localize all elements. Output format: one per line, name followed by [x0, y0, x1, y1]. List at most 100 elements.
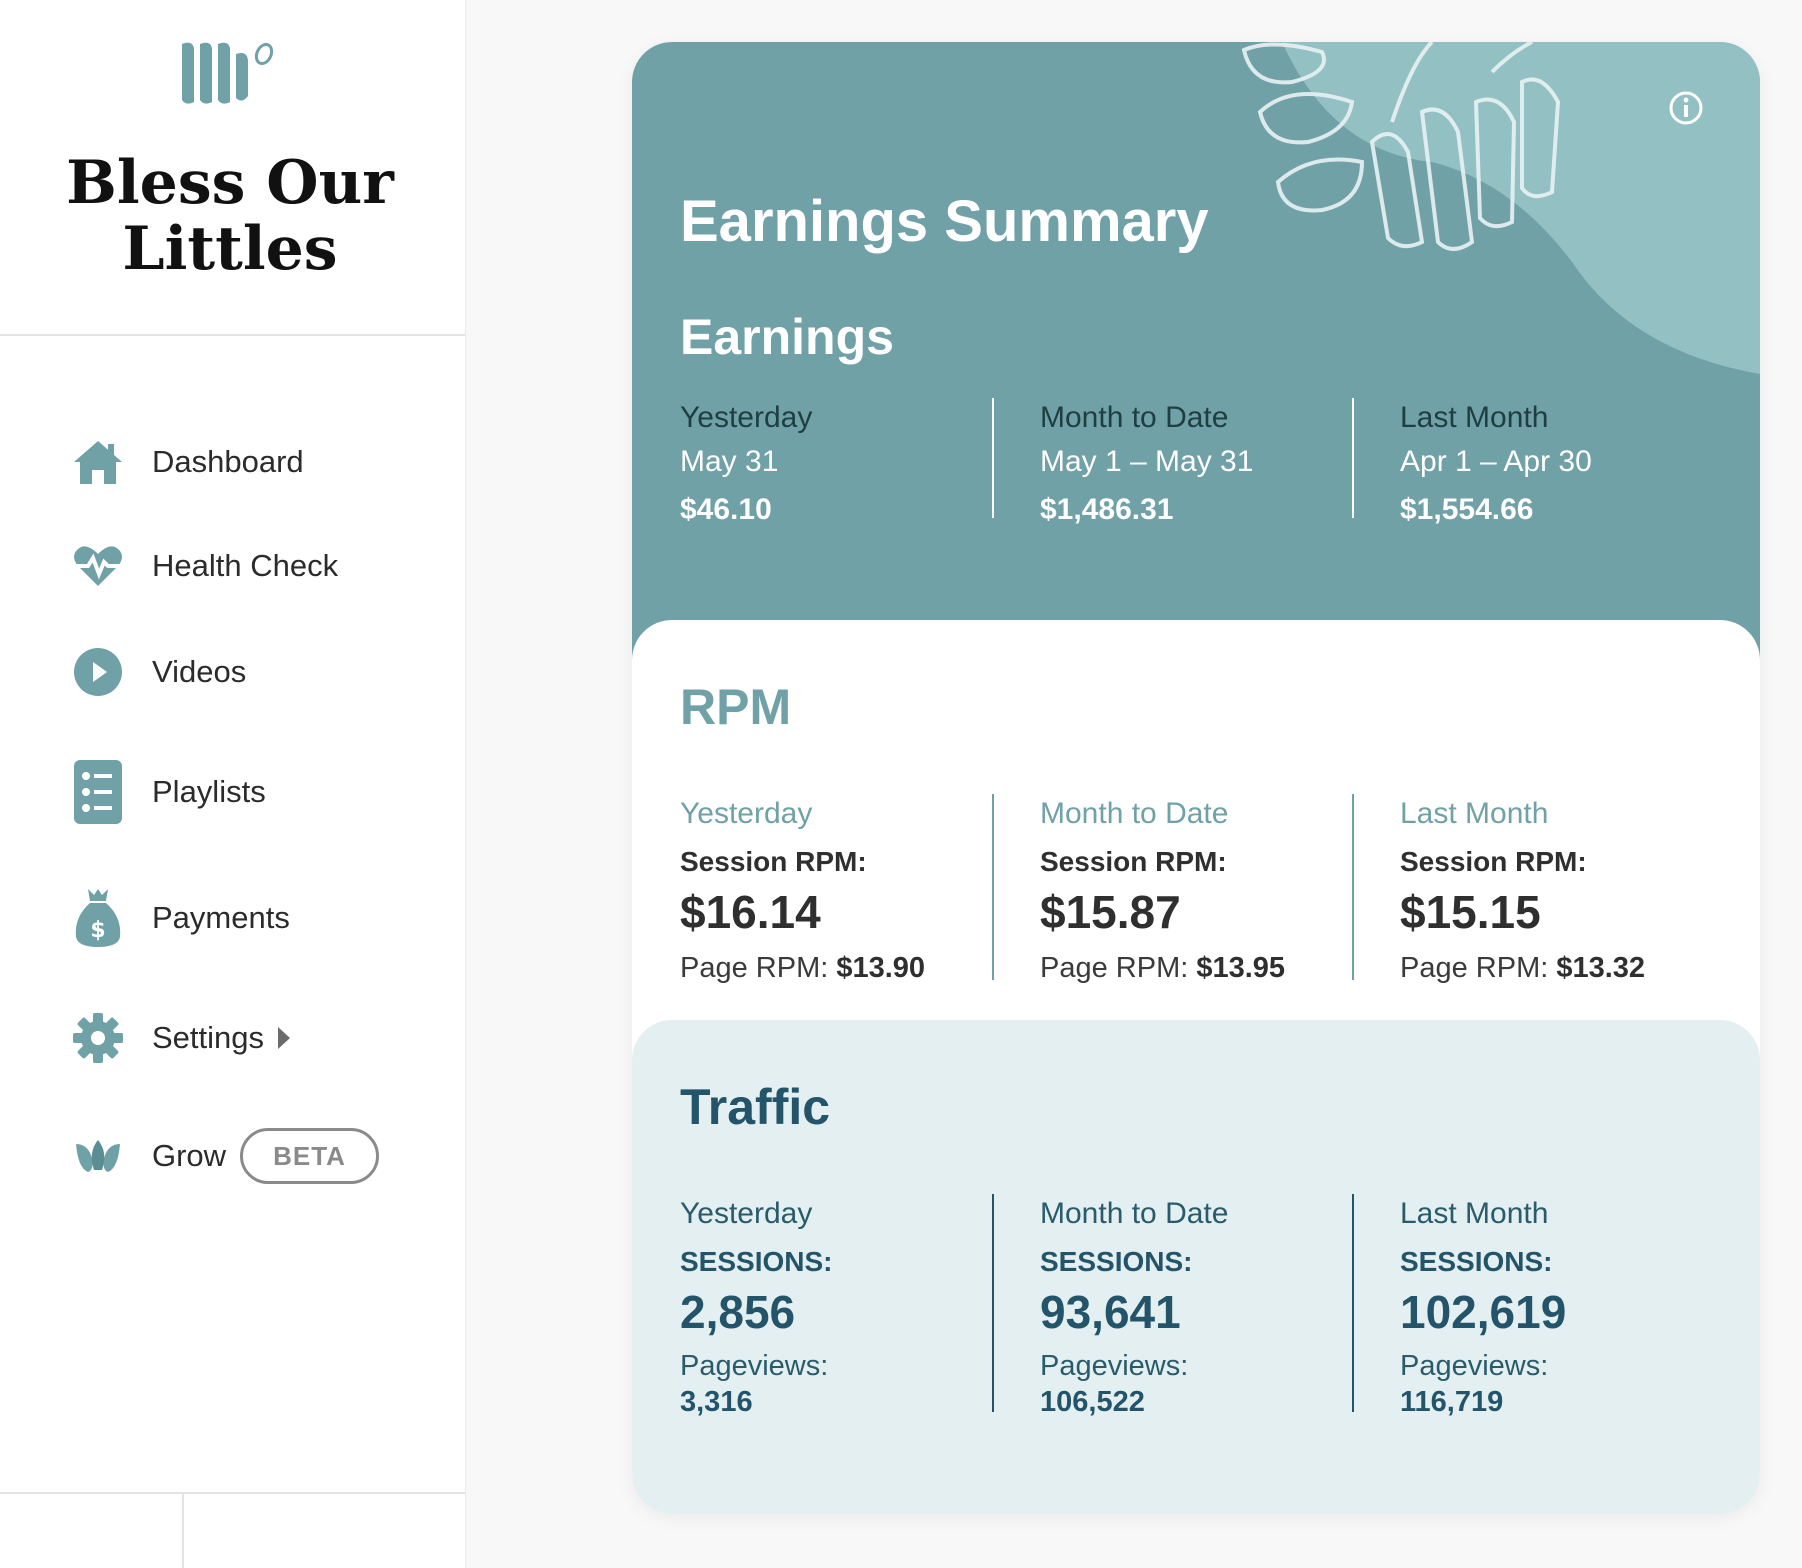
pageviews-label: Pageviews:: [680, 1350, 829, 1382]
earnings-summary-card: Earnings Summary Earnings Yesterday May …: [632, 42, 1760, 1514]
date-range: May 31: [680, 445, 779, 478]
traffic-col-last-month: Last Month SESSIONS: 102,619 Pageviews: …: [1400, 1194, 1710, 1420]
rpm-col-month-to-date: Month to Date Session RPM: $15.87 Page R…: [1040, 794, 1350, 988]
decorative-leaf-icon: [1241, 42, 1760, 374]
column-divider: [992, 794, 994, 980]
beta-badge: BETA: [240, 1128, 379, 1184]
sidebar-item-label: Dashboard: [152, 444, 304, 479]
earnings-value: $1,554.66: [1400, 493, 1534, 526]
date-range: May 1 – May 31: [1040, 445, 1254, 478]
sessions-label: SESSIONS:: [1400, 1246, 1553, 1277]
period-label: Yesterday: [680, 1197, 813, 1230]
pageviews-label: Pageviews:: [1040, 1350, 1189, 1382]
rpm-title: RPM: [680, 679, 792, 735]
traffic-columns: Yesterday SESSIONS: 2,856 Pageviews: 3,3…: [680, 1194, 1720, 1418]
brand-logo-icon[interactable]: [178, 40, 278, 110]
pageviews-value: 3,316: [680, 1386, 753, 1418]
footer-divider: [182, 1494, 184, 1568]
leaf-icon: [70, 1128, 126, 1184]
page-rpm-label: Page RPM:: [1400, 952, 1549, 984]
list-icon: [70, 760, 126, 824]
period-label: Yesterday: [680, 797, 813, 830]
column-divider: [992, 1194, 994, 1412]
earnings-col-yesterday: Yesterday May 31 $46.10: [680, 398, 990, 530]
brand-header: Bless Our Littles: [0, 0, 465, 336]
rpm-columns: Yesterday Session RPM: $16.14 Page RPM: …: [680, 794, 1720, 984]
traffic-col-yesterday: Yesterday SESSIONS: 2,856 Pageviews: 3,3…: [680, 1194, 990, 1420]
brand-name[interactable]: Bless Our Littles: [0, 150, 460, 282]
card-title: Earnings Summary: [680, 189, 1209, 254]
column-divider: [1352, 398, 1354, 518]
rpm-col-last-month: Last Month Session RPM: $15.15 Page RPM:…: [1400, 794, 1710, 988]
date-range: Apr 1 – Apr 30: [1400, 445, 1592, 478]
sidebar-item-grow[interactable]: Grow BETA: [70, 1126, 379, 1186]
sidebar-item-label: Playlists: [152, 774, 266, 809]
earnings-col-last-month: Last Month Apr 1 – Apr 30 $1,554.66: [1400, 398, 1710, 530]
sidebar-item-playlists[interactable]: Playlists: [70, 760, 266, 824]
sidebar-footer: [0, 1492, 466, 1568]
column-divider: [1352, 1194, 1354, 1412]
page-rpm-label: Page RPM:: [680, 952, 829, 984]
earnings-value: $1,486.31: [1040, 493, 1174, 526]
brand-name-line1: Bless Our: [66, 148, 394, 218]
rpm-col-yesterday: Yesterday Session RPM: $16.14 Page RPM: …: [680, 794, 990, 988]
earnings-section: Earnings Summary Earnings Yesterday May …: [632, 42, 1760, 662]
session-rpm-value: $16.14: [680, 886, 821, 938]
earnings-value: $46.10: [680, 493, 772, 526]
pageviews-value: 116,719: [1400, 1386, 1504, 1418]
sidebar-item-label: Videos: [152, 654, 247, 689]
earnings-columns: Yesterday May 31 $46.10 Month to Date Ma…: [680, 398, 1720, 526]
period-label: Last Month: [1400, 401, 1549, 434]
session-rpm-value: $15.15: [1400, 886, 1541, 938]
sidebar-item-label: Payments: [152, 900, 290, 935]
sidebar-item-payments[interactable]: $ Payments: [70, 888, 290, 948]
sessions-value: 2,856: [680, 1286, 796, 1338]
period-label: Month to Date: [1040, 1197, 1229, 1230]
earnings-title: Earnings: [680, 309, 894, 365]
brand-name-line2: Littles: [122, 214, 338, 284]
period-label: Last Month: [1400, 1197, 1549, 1230]
period-label: Last Month: [1400, 797, 1549, 830]
session-rpm-value: $15.87: [1040, 886, 1181, 938]
traffic-title: Traffic: [680, 1079, 831, 1135]
pageviews-value: 106,522: [1040, 1386, 1145, 1418]
play-circle-icon: [70, 644, 126, 700]
session-rpm-label: Session RPM:: [680, 846, 867, 877]
sidebar-item-dashboard[interactable]: Dashboard: [70, 432, 304, 492]
sessions-value: 93,641: [1040, 1286, 1181, 1338]
sidebar-item-videos[interactable]: Videos: [70, 642, 246, 702]
column-divider: [992, 398, 994, 518]
home-icon: [70, 434, 126, 490]
page-rpm: Page RPM: $13.95: [1040, 948, 1350, 988]
sidebar-item-label: Grow: [152, 1138, 227, 1173]
sidebar-item-label: Settings: [152, 1020, 265, 1055]
page-rpm: Page RPM: $13.32: [1400, 948, 1710, 988]
sidebar-item-settings[interactable]: Settings: [70, 1008, 291, 1068]
heartbeat-icon: [70, 538, 126, 594]
traffic-section: Traffic Yesterday SESSIONS: 2,856 Pagevi…: [632, 1020, 1760, 1514]
chevron-right-icon: [278, 1027, 291, 1049]
session-rpm-label: Session RPM:: [1400, 846, 1587, 877]
earnings-col-month-to-date: Month to Date May 1 – May 31 $1,486.31: [1040, 398, 1350, 530]
sessions-label: SESSIONS:: [680, 1246, 833, 1277]
sidebar-item-label: Health Check: [152, 548, 339, 583]
svg-text:$: $: [90, 918, 105, 943]
page-rpm-value: $13.32: [1556, 952, 1646, 984]
period-label: Month to Date: [1040, 401, 1229, 434]
traffic-col-month-to-date: Month to Date SESSIONS: 93,641 Pageviews…: [1040, 1194, 1350, 1420]
sessions-value: 102,619: [1400, 1286, 1567, 1338]
session-rpm-label: Session RPM:: [1040, 846, 1227, 877]
sidebar-item-health-check[interactable]: Health Check: [70, 536, 338, 596]
page-rpm-label: Page RPM:: [1040, 952, 1189, 984]
page-rpm-value: $13.90: [836, 952, 926, 984]
money-bag-icon: $: [70, 889, 126, 947]
period-label: Month to Date: [1040, 797, 1229, 830]
period-label: Yesterday: [680, 401, 813, 434]
pageviews-label: Pageviews:: [1400, 1350, 1549, 1382]
sidebar: Bless Our Littles Dashboard Health Check…: [0, 0, 466, 1568]
gear-icon: [70, 1010, 126, 1066]
page-rpm: Page RPM: $13.90: [680, 948, 990, 988]
page-rpm-value: $13.95: [1196, 952, 1286, 984]
info-icon[interactable]: [1668, 90, 1704, 126]
column-divider: [1352, 794, 1354, 980]
